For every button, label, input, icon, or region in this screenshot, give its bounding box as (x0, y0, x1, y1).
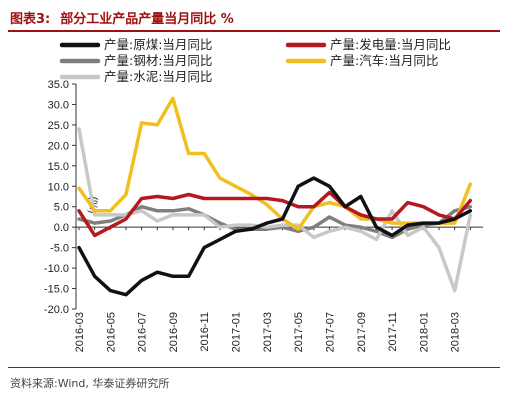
x-tick-label: 2017-03 (262, 312, 274, 352)
x-tick-label: 2018-03 (450, 312, 462, 352)
y-tick-label: 5.0 (54, 202, 69, 214)
x-tick-label: 2018-01 (418, 312, 430, 352)
x-tick-label: 2016-07 (137, 312, 149, 352)
source-note: 资料来源:Wind, 华泰证券研究所 (10, 377, 170, 390)
figure-label: 图表3: (10, 12, 51, 27)
legend-label: 产量:汽车:当月同比 (330, 53, 438, 68)
bottom-rule (8, 367, 500, 368)
y-tick-label: 35.0 (48, 79, 69, 91)
y-tick-label: 30.0 (48, 99, 69, 111)
x-tick-label: 2016-11 (199, 312, 211, 352)
y-tick-label: 0.0 (54, 222, 69, 234)
legend-label: 产量:原煤:当月同比 (104, 37, 212, 52)
x-tick-label: 2017-01 (231, 312, 243, 352)
x-tick-label: 2017-07 (324, 312, 336, 352)
y-tick-label: -10.0 (44, 263, 69, 275)
x-tick-label: 2016-03 (74, 312, 86, 352)
series-line-4 (77, 127, 473, 293)
y-tick-label: -15.0 (44, 284, 69, 296)
x-tick-label: 2017-11 (387, 312, 399, 352)
y-tick-label: 20.0 (48, 140, 69, 152)
chart-title: 图表3: 部分工业产品产量当月同比 % (10, 8, 244, 28)
y-tick-label: -5.0 (50, 243, 69, 255)
x-tick-label: 2017-05 (293, 312, 305, 352)
y-tick-label: 25.0 (48, 120, 69, 132)
x-tick-label: 2016-09 (168, 312, 180, 352)
series-line-1 (77, 190, 473, 238)
x-tick-label: 2017-09 (356, 312, 368, 352)
y-tick-label: 15.0 (48, 161, 69, 173)
top-rule (8, 30, 500, 32)
series-line-0 (77, 176, 473, 297)
figure-title: 部分工业产品产量当月同比 % (60, 12, 234, 27)
series-line-3 (77, 96, 473, 231)
x-tick-label: 2016-05 (105, 312, 117, 352)
y-tick-label: 10.0 (48, 181, 69, 193)
line-chart: 35.0 30.0 25.0 20.0 15.0 10.0 5.0 0.0 -5.0 -10.0 -… (44, 37, 483, 352)
legend-label: 产量:发电量:当月同比 (330, 37, 451, 52)
legend-label: 产量:水泥:当月同比 (104, 69, 212, 84)
y-tick-label: -20.0 (44, 304, 69, 316)
legend-label: 产量:钢材:当月同比 (104, 53, 212, 68)
